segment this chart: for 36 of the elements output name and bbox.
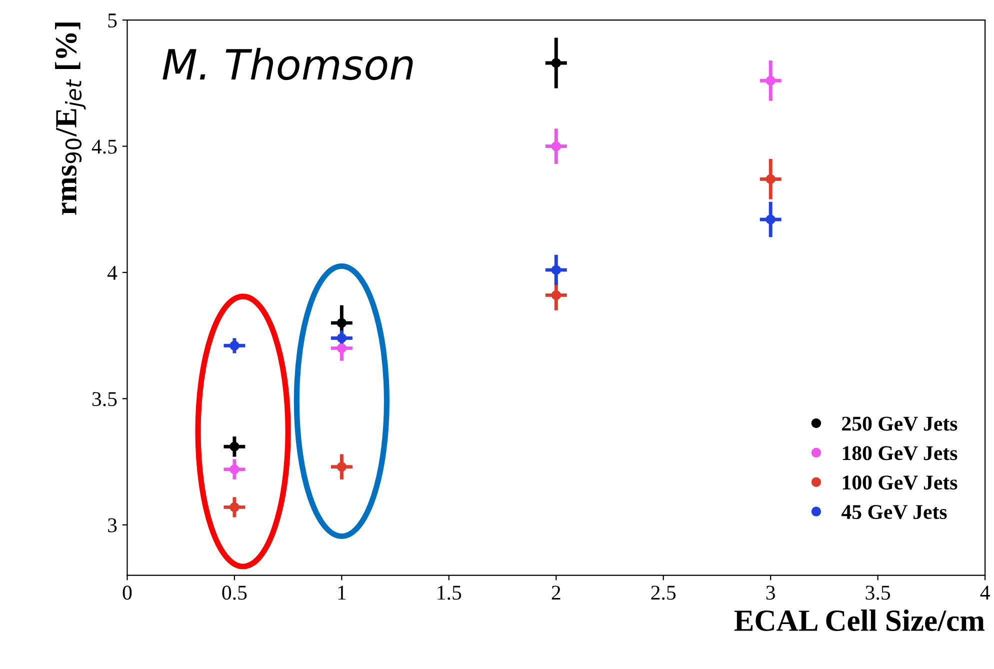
- legend-label: 250 GeV Jets: [842, 416, 958, 431]
- point: [766, 76, 776, 86]
- y-tick-label: 5: [108, 14, 117, 28]
- x-tick-label: 3: [766, 586, 775, 600]
- legend-label: 45 GeV Jets: [842, 505, 947, 520]
- x-tick-label: 2: [552, 586, 560, 600]
- point: [551, 290, 562, 300]
- x-tick-label: 1.5: [438, 586, 462, 600]
- x-tick-label: 3.5: [866, 586, 890, 600]
- x-tick-label: 4: [980, 586, 990, 600]
- point: [551, 58, 562, 68]
- point: [766, 174, 776, 184]
- x-axis-title: ECAL Cell Size/cm: [734, 610, 985, 632]
- annotation: M. Thomson: [162, 48, 413, 80]
- x-tick-label: 1: [338, 586, 346, 600]
- point: [336, 333, 347, 343]
- point: [336, 318, 347, 328]
- point: [230, 340, 240, 351]
- point: [230, 464, 240, 474]
- x-tick-label: 0.5: [222, 586, 247, 600]
- point: [230, 502, 240, 512]
- legend-label: 180 GeV Jets: [842, 446, 958, 460]
- point: [551, 141, 562, 152]
- x-tick-label: 2.5: [651, 586, 676, 600]
- point: [230, 442, 240, 452]
- point: [551, 265, 562, 275]
- y-tick-label: 4: [108, 266, 118, 280]
- point: [766, 214, 776, 224]
- y-tick-label: 3: [108, 518, 117, 532]
- y-tick-label: 4.5: [92, 140, 117, 154]
- point: [336, 343, 347, 354]
- y-tick-label: 3.5: [92, 392, 117, 406]
- legend-label: 100 GeV Jets: [842, 476, 958, 490]
- x-tick-label: 0: [122, 586, 132, 600]
- y-axis-title: rms$_{90}$/E$_{jet}$ [%]: [55, 22, 86, 215]
- point: [336, 462, 347, 472]
